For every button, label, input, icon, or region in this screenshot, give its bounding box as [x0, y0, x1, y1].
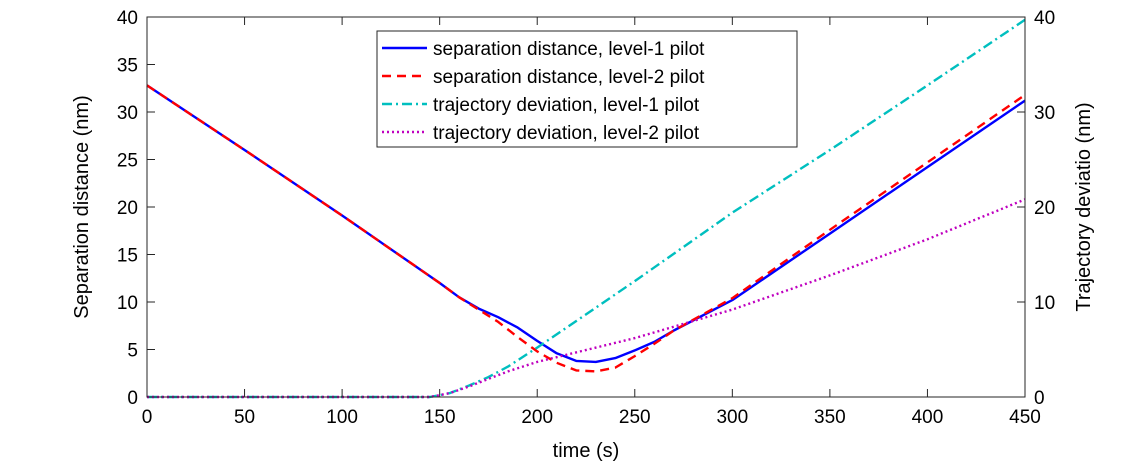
x-tick-label: 300 [716, 407, 748, 428]
series-line-1 [146, 84, 1026, 364]
y-axis-right-label: Trajectory deviatio (nm) [1073, 102, 1095, 311]
x-ticks: 0 50 100 150 200 250 300 350 400 450 [142, 17, 1041, 428]
y-right-tick-label: 30 [1034, 103, 1055, 124]
y-left-ticks: 0 5 10 15 20 25 30 35 40 [117, 8, 155, 409]
legend-label: separation distance, level-1 pilot [433, 39, 705, 60]
x-tick-label: 250 [619, 407, 651, 428]
x-tick-label: 50 [234, 407, 255, 428]
y-left-tick-label: 25 [117, 151, 138, 172]
y-left-tick-label: 0 [127, 388, 138, 409]
x-tick-label: 100 [326, 407, 358, 428]
series-line-4 [147, 198, 1026, 399]
y-left-tick-label: 20 [117, 198, 138, 219]
plot-lines [146, 18, 1026, 399]
series-line-2 [146, 84, 1026, 373]
x-tick-label: 450 [1009, 407, 1041, 428]
y-right-tick-label: 40 [1034, 8, 1055, 29]
x-tick-label: 0 [142, 407, 153, 428]
y-axis-left-label: Separation distance (nm) [71, 95, 93, 318]
series-line-3 [147, 18, 1026, 399]
y-left-tick-label: 15 [117, 246, 138, 267]
y-left-tick-label: 10 [117, 293, 138, 314]
legend: separation distance, level-1 pilot separa… [376, 30, 798, 148]
y-left-tick-label: 40 [117, 8, 138, 29]
y-right-tick-label: 0 [1034, 388, 1045, 409]
y-right-tick-label: 20 [1034, 198, 1055, 219]
y-left-tick-label: 30 [117, 103, 138, 124]
y-right-ticks: 0 10 20 30 40 [1017, 8, 1055, 409]
legend-label: trajectory deviation, level-1 pilot [433, 95, 700, 116]
x-tick-label: 150 [424, 407, 456, 428]
x-tick-label: 200 [521, 407, 553, 428]
legend-label: trajectory deviation, level-2 pilot [433, 123, 700, 144]
y-right-tick-label: 10 [1034, 293, 1055, 314]
legend-label: separation distance, level-2 pilot [433, 67, 705, 88]
legend-box [376, 30, 798, 148]
y-left-tick-label: 5 [127, 341, 138, 362]
x-tick-label: 350 [814, 407, 846, 428]
y-left-tick-label: 35 [117, 56, 138, 77]
x-tick-label: 400 [912, 407, 944, 428]
x-axis-label: time (s) [553, 440, 620, 462]
